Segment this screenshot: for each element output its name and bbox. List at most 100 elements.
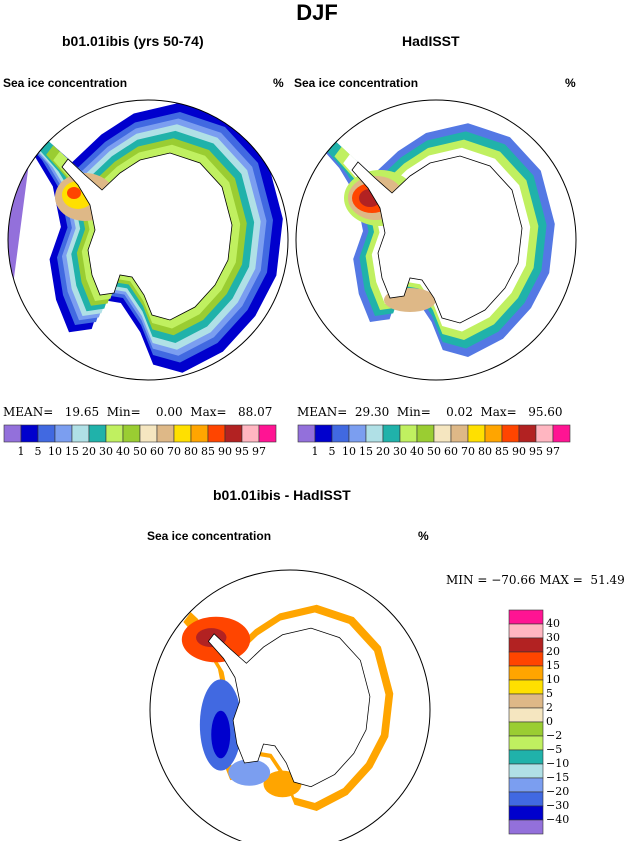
min-label: Min= [106, 405, 141, 419]
map-model [7, 99, 289, 381]
colorbar-label: 15 [546, 659, 560, 672]
colorbar-swatch [508, 609, 544, 625]
max-label: Max= [480, 405, 517, 419]
colorbar-label: 20 [82, 445, 96, 458]
panel1-variable: Sea ice concentration [3, 76, 128, 90]
colorbar-swatch [518, 424, 537, 443]
colorbar-swatch [508, 693, 544, 709]
colorbar-swatch [190, 424, 209, 443]
max-value: 88.07 [238, 405, 273, 419]
colorbar-label: 80 [478, 445, 492, 458]
colorbar-swatch [433, 424, 452, 443]
colorbar-swatch [508, 721, 544, 737]
colorbar-swatch [258, 424, 277, 443]
min-value: 0.02 [446, 405, 473, 419]
colorbar-swatch [224, 424, 243, 443]
colorbar-label: 90 [512, 445, 526, 458]
colorbar-label: 30 [393, 445, 407, 458]
band-neg20 [228, 759, 271, 786]
colorbar-label: 60 [150, 445, 164, 458]
panel2-stats: MEAN= 29.30 Min= 0.02 Max= 95.60 [297, 405, 563, 419]
min-label: Min= [396, 405, 431, 419]
colorbar-swatch [484, 424, 503, 443]
colorbar-label: 40 [116, 445, 130, 458]
colorbar-swatch [365, 424, 384, 443]
map-difference [149, 569, 431, 841]
colorbar-label: 90 [218, 445, 232, 458]
colorbar-swatch [88, 424, 107, 443]
colorbar-swatch [54, 424, 73, 443]
colorbar-label: 30 [99, 445, 113, 458]
colorbar-swatch [37, 424, 56, 443]
colorbar-label: 85 [495, 445, 509, 458]
colorbar-label: 10 [546, 673, 560, 686]
colorbar-swatch [508, 651, 544, 667]
colorbar-label: 70 [461, 445, 475, 458]
colorbar-label: −40 [546, 813, 570, 826]
colorbar-label: 15 [65, 445, 79, 458]
colorbar-observed [297, 424, 571, 443]
mean-value: 29.30 [354, 405, 390, 419]
panel2-units: % [565, 76, 576, 90]
colorbar-label: −10 [546, 757, 570, 770]
colorbar-label: 97 [252, 445, 266, 458]
panel1-units: % [273, 76, 284, 90]
colorbar-swatch [297, 424, 316, 443]
colorbar-swatch [173, 424, 192, 443]
colorbar-swatch [508, 735, 544, 751]
colorbar-model [3, 424, 277, 443]
colorbar-label: −20 [546, 785, 570, 798]
colorbar-label: 1 [311, 445, 319, 458]
colorbar-label: 40 [410, 445, 424, 458]
panel1-stats: MEAN= 19.65 Min= 0.00 Max= 88.07 [3, 405, 272, 419]
panel3-minmax: MIN = −70.66 MAX = 51.49 [446, 573, 625, 587]
colorbar-swatch [467, 424, 486, 443]
colorbar-label: 70 [167, 445, 181, 458]
colorbar-difference [508, 609, 544, 835]
colorbar-swatch [535, 424, 554, 443]
colorbar-swatch [156, 424, 175, 443]
colorbar-label: 15 [359, 445, 373, 458]
max-value: 95.60 [528, 405, 563, 419]
colorbar-label: 1 [17, 445, 25, 458]
colorbar-swatch [552, 424, 571, 443]
colorbar-swatch [450, 424, 469, 443]
colorbar-label: 60 [444, 445, 458, 458]
colorbar-swatch [508, 707, 544, 723]
colorbar-swatch [20, 424, 39, 443]
panel3-units: % [418, 529, 429, 543]
panel3-variable: Sea ice concentration [147, 529, 272, 543]
colorbar-swatch [508, 637, 544, 653]
colorbar-swatch [382, 424, 401, 443]
colorbar-swatch [508, 749, 544, 765]
colorbar-label: 30 [546, 631, 560, 644]
colorbar-label: 5 [328, 445, 336, 458]
colorbar-swatch [508, 623, 544, 639]
panel1-heading: b01.01ibis (yrs 50-74) [62, 33, 204, 49]
colorbar-label: −2 [546, 729, 563, 742]
colorbar-label: 10 [342, 445, 356, 458]
colorbar-label: −30 [546, 799, 570, 812]
colorbar-label: 5 [546, 687, 553, 700]
colorbar-swatch [139, 424, 158, 443]
colorbar-label: 95 [235, 445, 249, 458]
band-90 [67, 187, 81, 199]
colorbar-label: 80 [184, 445, 198, 458]
min-value: 0.00 [155, 405, 183, 419]
colorbar-swatch [314, 424, 333, 443]
colorbar-label: 20 [546, 645, 560, 658]
colorbar-swatch [3, 424, 22, 443]
panel2-heading: HadISST [402, 33, 460, 49]
panel2-variable: Sea ice concentration [294, 76, 419, 90]
map-boundary [7, 99, 289, 381]
colorbar-label: 95 [529, 445, 543, 458]
colorbar-label: 5 [34, 445, 42, 458]
mean-value: 19.65 [64, 405, 100, 419]
colorbar-swatch [508, 791, 544, 807]
colorbar-swatch [508, 819, 544, 835]
colorbar-swatch [501, 424, 520, 443]
colorbar-label: 85 [201, 445, 215, 458]
map-boundary [149, 569, 431, 841]
